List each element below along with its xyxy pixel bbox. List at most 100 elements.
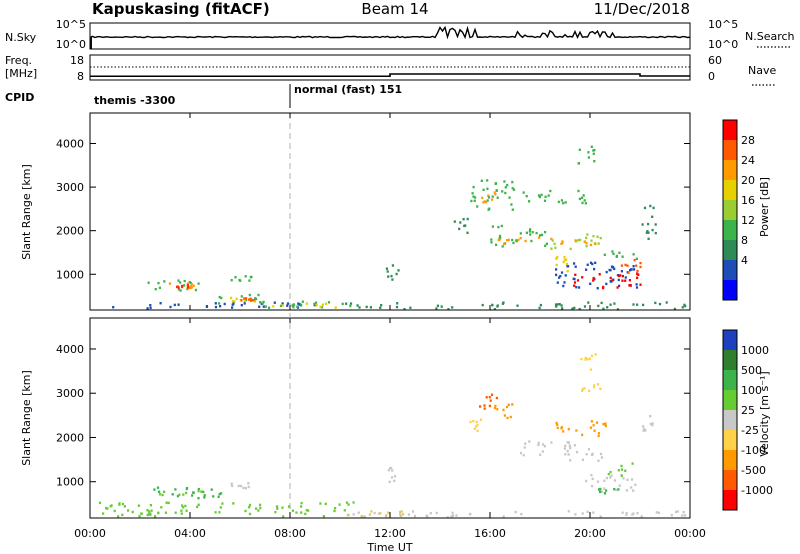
- nave-tick-top: 60: [708, 54, 722, 67]
- data-cell: [642, 303, 645, 307]
- data-cell: [486, 187, 489, 190]
- data-cell: [634, 483, 637, 486]
- data-cell: [592, 235, 595, 238]
- x-tick-label: 20:00: [574, 527, 606, 540]
- data-cell: [163, 490, 166, 493]
- velocity-colorbar: 1000 500 100 25 -25 -100 -500 -1000: [722, 329, 773, 511]
- data-cell: [179, 281, 182, 284]
- data-cell: [573, 284, 576, 287]
- data-cell: [643, 427, 646, 431]
- data-cell: [138, 515, 141, 518]
- cpid-segment-1: themis -3300: [94, 94, 176, 107]
- data-cell: [591, 484, 594, 488]
- data-cell: [150, 509, 153, 512]
- data-cell: [635, 286, 639, 289]
- data-cell: [670, 514, 673, 517]
- data-cell: [167, 501, 170, 505]
- data-cell: [556, 281, 559, 284]
- colorbar-swatch: [723, 140, 737, 161]
- data-cell: [288, 505, 291, 508]
- data-cell: [609, 470, 612, 474]
- data-cell: [110, 504, 113, 507]
- data-cell: [621, 255, 624, 258]
- y-tick-label: 3000: [56, 387, 84, 400]
- data-cell: [440, 305, 443, 308]
- data-cell: [591, 453, 594, 456]
- data-cell: [631, 462, 634, 465]
- colorbar-swatch: [723, 410, 737, 431]
- data-cell: [553, 242, 556, 245]
- data-cell: [621, 279, 624, 282]
- data-cell: [321, 303, 324, 306]
- data-cell: [192, 284, 195, 288]
- data-cell: [121, 513, 124, 517]
- colorbar-tick-label: -100: [741, 444, 766, 457]
- data-cell: [665, 301, 668, 304]
- data-cell: [291, 304, 294, 307]
- data-cell: [624, 276, 627, 279]
- data-cell: [146, 513, 149, 517]
- data-cell: [240, 295, 243, 298]
- data-cell: [149, 306, 152, 310]
- data-cell: [596, 287, 599, 290]
- data-cell: [575, 429, 578, 432]
- data-cell: [506, 416, 509, 420]
- data-cell: [117, 515, 120, 518]
- data-cell: [363, 515, 366, 518]
- data-cell: [511, 208, 514, 211]
- colorbar-swatch: [723, 280, 737, 301]
- data-cell: [602, 285, 605, 289]
- data-cell: [616, 286, 619, 289]
- data-cell: [632, 253, 635, 256]
- data-cell: [502, 515, 505, 518]
- data-cell: [245, 297, 248, 300]
- data-cell: [493, 406, 496, 410]
- data-cell: [185, 487, 188, 491]
- data-cell: [113, 509, 116, 513]
- data-cell: [583, 387, 586, 390]
- data-cell: [257, 509, 260, 512]
- data-cell: [153, 488, 156, 491]
- data-cell: [248, 503, 252, 507]
- data-cell: [615, 488, 618, 492]
- data-cell: [560, 271, 564, 274]
- data-cell: [529, 228, 532, 231]
- data-cell: [349, 304, 352, 308]
- data-cell: [547, 194, 550, 197]
- data-cell: [181, 285, 184, 289]
- data-cell: [231, 484, 234, 488]
- data-cell: [483, 407, 486, 410]
- data-cell: [590, 145, 593, 148]
- colorbar-swatch: [723, 370, 737, 391]
- nsky-tick-top-left: 10^5: [56, 18, 86, 31]
- data-cell: [397, 269, 400, 272]
- data-cell: [596, 235, 599, 238]
- data-cell: [248, 506, 251, 509]
- data-cell: [261, 302, 264, 305]
- data-cell: [149, 304, 152, 307]
- data-cell: [590, 354, 594, 358]
- data-cell: [191, 494, 194, 497]
- data-cell: [413, 514, 417, 518]
- data-cell: [519, 236, 522, 240]
- data-cell: [168, 282, 171, 285]
- data-cell: [555, 263, 558, 267]
- data-cell: [185, 509, 188, 512]
- nave-tick-bottom: 0: [708, 70, 715, 83]
- x-tick-label: 12:00: [374, 527, 406, 540]
- data-cell: [621, 274, 624, 278]
- data-cell: [233, 300, 236, 303]
- data-cell: [262, 300, 265, 304]
- data-cell: [550, 237, 553, 241]
- data-cell: [564, 444, 567, 447]
- data-cell: [627, 271, 630, 274]
- data-cell: [604, 424, 607, 428]
- colorbar-tick-label: 16: [741, 194, 755, 207]
- data-cell: [488, 207, 491, 210]
- freq-tick-top: 18: [70, 54, 84, 67]
- data-cell: [577, 162, 580, 165]
- data-cell: [651, 228, 654, 232]
- data-cell: [319, 305, 322, 309]
- data-cell: [539, 234, 542, 237]
- data-cell: [471, 192, 474, 195]
